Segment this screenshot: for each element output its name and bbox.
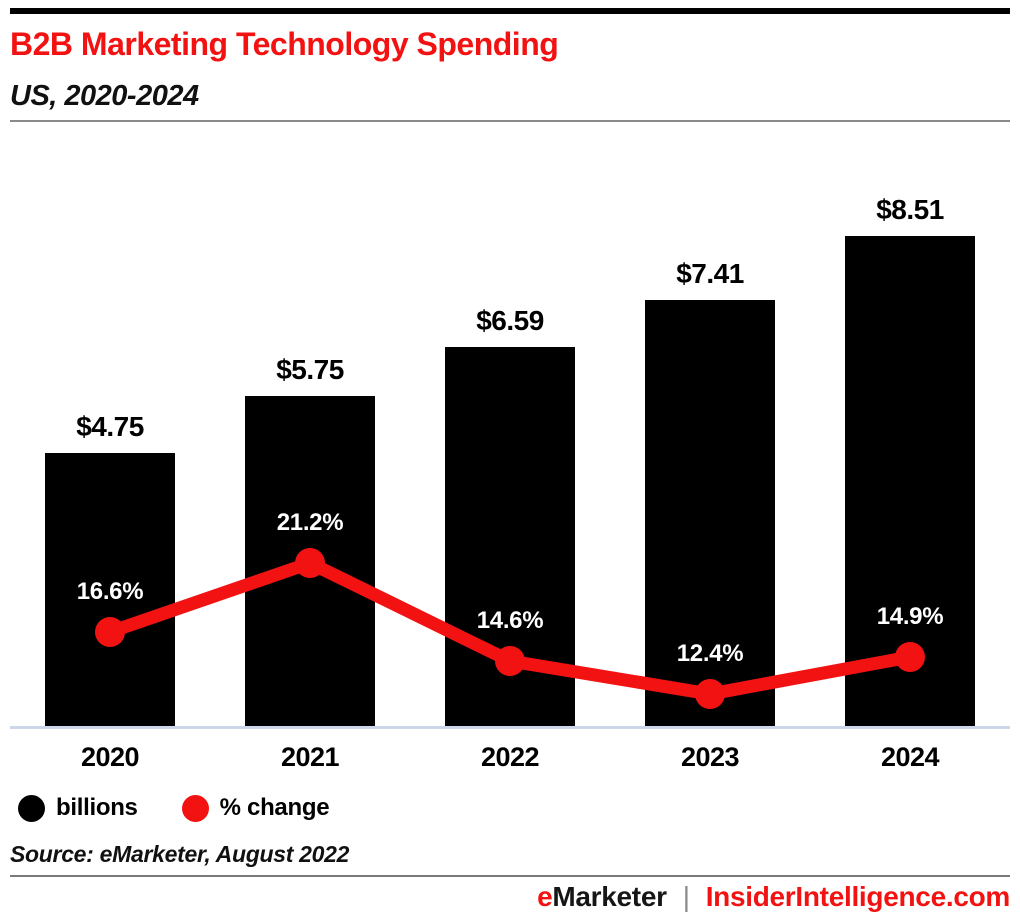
top-rule	[10, 8, 1010, 14]
insider-intelligence-link[interactable]: InsiderIntelligence.com	[705, 881, 1011, 912]
percent-label-2022: 14.6%	[476, 607, 544, 634]
percent-change-line-layer	[95, 548, 925, 709]
x-axis-baseline	[10, 726, 1010, 729]
legend: billions % change	[18, 793, 330, 823]
emarketer-logo-rest: Marketer	[552, 881, 667, 912]
x-axis-label-2020: 2020	[80, 742, 140, 772]
bar-value-label-2020: $4.75	[76, 411, 144, 442]
x-axis-label-2023: 2023	[680, 742, 740, 772]
legend-label-percent-change: % change	[219, 794, 330, 821]
line-point-2023	[695, 679, 725, 709]
source-note: Source: eMarketer, August 2022	[10, 841, 350, 867]
bar-value-label-2024: $8.51	[876, 194, 944, 225]
percent-label-2021: 21.2%	[276, 509, 344, 536]
x-axis-label-2024: 2024	[880, 742, 940, 772]
x-axis-labels: 2020 2021 2022 2023 2024	[10, 742, 1010, 774]
x-axis-label-2022: 2022	[480, 742, 540, 772]
chart-title: B2B Marketing Technology Spending	[10, 26, 559, 62]
footer-separator: |	[682, 881, 690, 912]
line-point-2022	[495, 646, 525, 676]
bar-2020	[45, 453, 175, 728]
percent-label-2020: 16.6%	[76, 578, 144, 605]
emarketer-logo-e: e	[537, 881, 553, 912]
header-divider	[10, 120, 1010, 122]
plot-area: $4.75 $5.75 $6.59 $7.41 $8.51 16.6% 21.2% 14.6%…	[10, 0, 1010, 728]
bar-value-label-2022: $6.59	[476, 305, 544, 336]
bar-2023	[645, 300, 775, 728]
bar-value-label-2021: $5.75	[276, 354, 344, 385]
x-axis-label-2021: 2021	[280, 742, 340, 772]
line-point-2024	[895, 642, 925, 672]
percent-label-2024: 14.9%	[876, 603, 944, 630]
percent-change-marker-icon	[181, 794, 209, 822]
emarketer-logo: eMarketer	[537, 881, 667, 912]
legend-item-billions: billions	[18, 794, 138, 822]
legend-item-percent-change: % change	[181, 794, 330, 822]
chart-subtitle: US, 2020-2024	[10, 80, 199, 112]
percent-label-2023: 12.4%	[676, 640, 744, 667]
line-point-2021	[295, 548, 325, 578]
line-point-2020	[95, 617, 125, 647]
footer-divider	[10, 875, 1010, 877]
legend-label-billions: billions	[56, 794, 138, 821]
bar-value-label-2023: $7.41	[676, 258, 744, 289]
footer-brand-bar: eMarketer | InsiderIntelligence.com	[10, 880, 1010, 916]
billions-marker-icon	[18, 794, 45, 822]
